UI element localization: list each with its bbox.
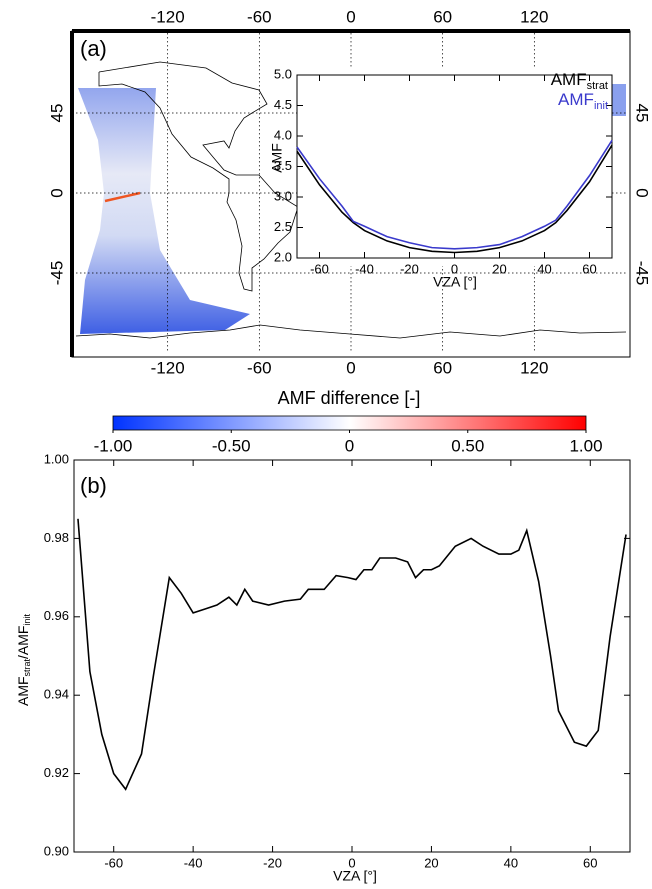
x-tick-label: 60 bbox=[583, 855, 597, 870]
x-tick-label: -120 bbox=[151, 7, 185, 26]
x-tick-label: -60 bbox=[247, 7, 272, 26]
y-tick-label: 3.5 bbox=[274, 158, 292, 173]
x-tick-label: -60 bbox=[104, 855, 123, 870]
y-tick-label: 0.94 bbox=[44, 687, 69, 702]
legend-entry: AMFinit bbox=[558, 90, 608, 111]
y-tick-label: -45 bbox=[47, 261, 66, 286]
y-tick-label: 4.0 bbox=[274, 127, 292, 142]
x-tick-label: -20 bbox=[263, 855, 282, 870]
x-tick-label: 120 bbox=[520, 358, 548, 377]
x-tick-label: 0 bbox=[346, 7, 355, 26]
inset-background bbox=[297, 68, 612, 266]
x-tick-label: 40 bbox=[504, 855, 518, 870]
x-tick-label: -60 bbox=[247, 358, 272, 377]
colorbar bbox=[112, 415, 587, 431]
y-tick-label: 0.90 bbox=[44, 843, 69, 858]
data-line bbox=[296, 139, 613, 250]
x-tick-label: 20 bbox=[492, 261, 506, 276]
x-tick-label: -60 bbox=[310, 261, 329, 276]
colorbar-title: AMF difference [-] bbox=[278, 388, 421, 408]
colorbar-tick-label: 0.50 bbox=[451, 436, 484, 455]
y-label-part: /AMF bbox=[15, 625, 31, 658]
x-tick-label: -120 bbox=[151, 358, 185, 377]
y-axis-label: AMFstrat/AMFinit bbox=[15, 613, 33, 706]
y-tick-label: 3.0 bbox=[274, 188, 292, 203]
data-line bbox=[296, 144, 613, 254]
data-line bbox=[77, 518, 627, 791]
colorbar-tick-label: 0 bbox=[345, 436, 354, 455]
coastline bbox=[98, 61, 299, 292]
x-tick-label: 20 bbox=[424, 855, 438, 870]
swath-red-segment bbox=[104, 191, 141, 203]
x-tick-label: 120 bbox=[520, 7, 548, 26]
y-tick-label: 0.96 bbox=[44, 608, 69, 623]
legend-subscript: strat bbox=[587, 80, 608, 92]
x-tick-label: 40 bbox=[537, 261, 551, 276]
x-tick-label: 0 bbox=[346, 358, 355, 377]
colorbar-tick-label: -1.00 bbox=[94, 436, 133, 455]
x-tick-label: 0 bbox=[451, 261, 458, 276]
x-tick-label: 60 bbox=[433, 358, 452, 377]
inset-y-label: AMF bbox=[269, 143, 285, 173]
y-tick-label: 2.5 bbox=[274, 219, 292, 234]
y-label-subscript: init bbox=[22, 613, 32, 625]
x-tick-label: -40 bbox=[184, 855, 203, 870]
x-axis-label: VZA [°] bbox=[333, 868, 377, 884]
y-label-part: AMF bbox=[15, 676, 31, 706]
y-tick-label: 45 bbox=[633, 104, 652, 123]
colorbar-tick-label: -0.50 bbox=[212, 436, 251, 455]
x-tick-label: -40 bbox=[355, 261, 374, 276]
y-label-subscript: strat bbox=[22, 658, 32, 676]
swath-edge bbox=[612, 84, 626, 116]
inset-x-label: VZA [°] bbox=[433, 274, 477, 290]
x-tick-label: 0 bbox=[348, 855, 355, 870]
y-tick-label: 0 bbox=[633, 188, 652, 197]
y-tick-label: 4.5 bbox=[274, 97, 292, 112]
panel-label: (a) bbox=[80, 36, 107, 61]
x-tick-label: -20 bbox=[400, 261, 419, 276]
y-tick-label: 1.00 bbox=[44, 451, 69, 466]
legend-subscript: init bbox=[594, 100, 608, 112]
y-tick-label: 2.0 bbox=[274, 249, 292, 264]
legend-name: AMF bbox=[558, 90, 594, 109]
y-tick-label: -45 bbox=[633, 261, 652, 286]
legend-name: AMF bbox=[551, 70, 587, 89]
panel-label: (b) bbox=[80, 473, 107, 498]
coastline bbox=[76, 324, 626, 339]
colorbar-tick-label: 1.00 bbox=[569, 436, 602, 455]
x-tick-label: 60 bbox=[582, 261, 596, 276]
x-tick-label: 60 bbox=[433, 7, 452, 26]
y-tick-label: 0.92 bbox=[44, 765, 69, 780]
swath bbox=[78, 88, 250, 334]
y-tick-label: 45 bbox=[47, 104, 66, 123]
y-tick-label: 5.0 bbox=[274, 66, 292, 81]
y-tick-label: 0 bbox=[47, 188, 66, 197]
legend-entry: AMFstrat bbox=[551, 70, 608, 91]
y-tick-label: 0.98 bbox=[44, 530, 69, 545]
